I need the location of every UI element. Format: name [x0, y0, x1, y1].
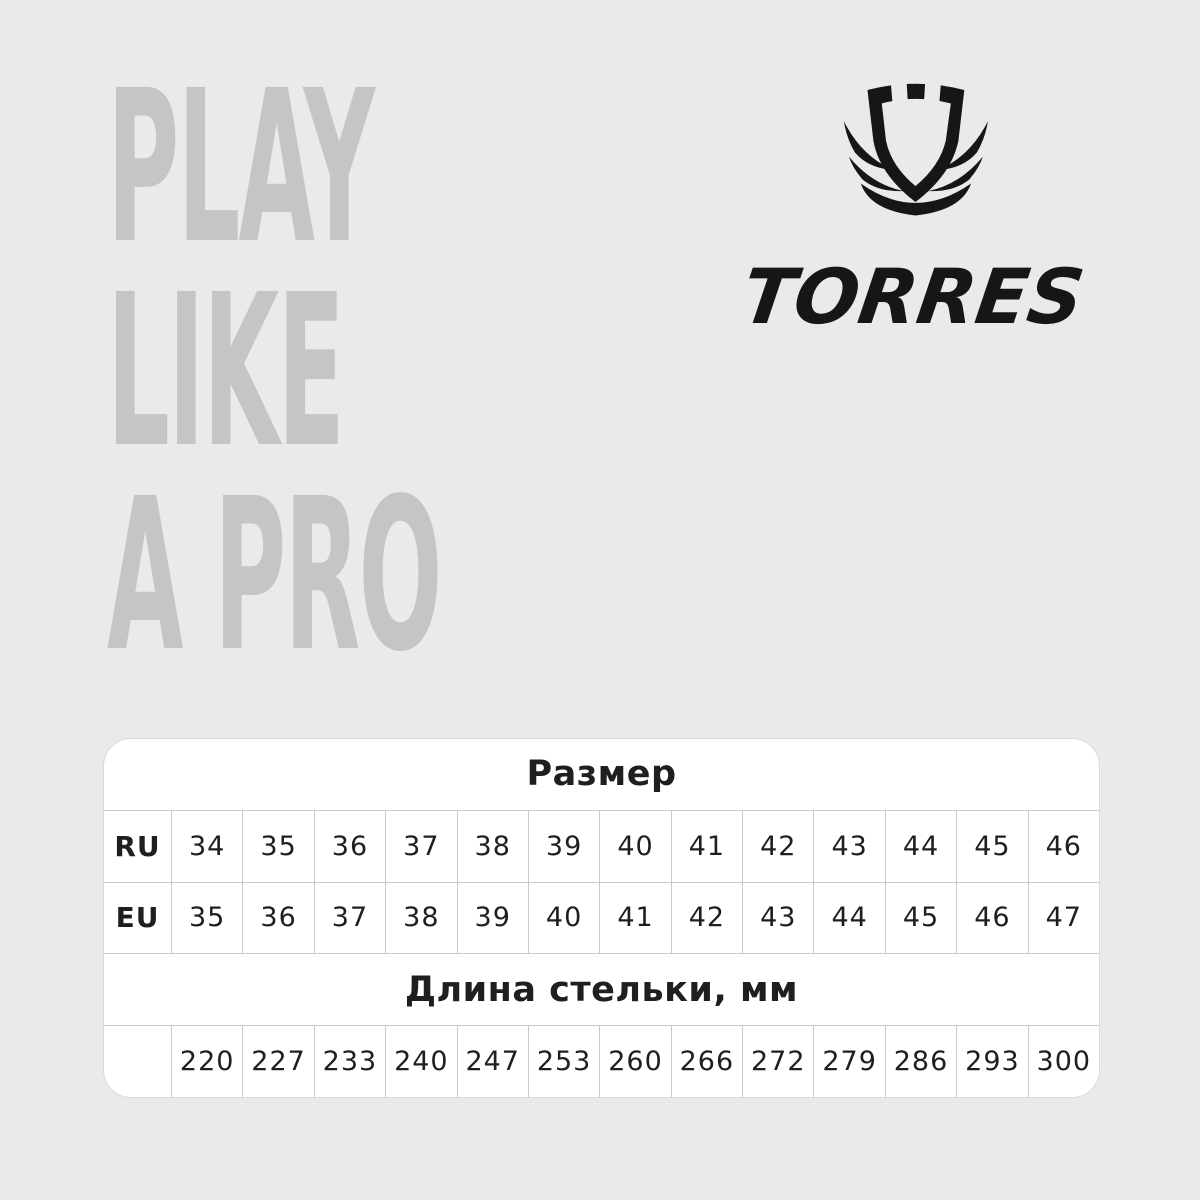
table-cell-insole: 220 — [171, 1026, 242, 1097]
table-cell-eu: 38 — [385, 882, 456, 954]
table-cell-insole: 247 — [456, 1026, 528, 1097]
table-cell-insole: 240 — [385, 1026, 456, 1097]
table-cell-eu: 37 — [313, 882, 385, 954]
table-cell-ru: 37 — [385, 810, 456, 882]
table-cell-eu: 44 — [813, 882, 884, 954]
table-cell-ru: 45 — [956, 810, 1027, 882]
table-cell-ru: 34 — [171, 810, 242, 882]
table-cell-ru: 38 — [456, 810, 528, 882]
table-cell-eu: 40 — [527, 882, 599, 954]
table-cell-ru: 39 — [527, 810, 599, 882]
table-cell-eu: 36 — [242, 882, 313, 954]
table-cell-insole: 233 — [313, 1026, 385, 1097]
tagline-line-3: A PRO — [107, 453, 442, 698]
brand-wordmark: TORRES — [736, 252, 1090, 341]
table-cell-ru: 42 — [742, 810, 813, 882]
table-cell-insole: 253 — [527, 1026, 599, 1097]
table-cell-eu: 41 — [599, 882, 670, 954]
table-cell-insole: 286 — [884, 1026, 956, 1097]
table-cell-insole: 300 — [1027, 1026, 1099, 1097]
table-row-eu: EU 35 36 37 38 39 40 41 42 43 44 45 46 4… — [104, 882, 1099, 955]
torres-shield-icon — [843, 74, 988, 216]
table-cell-ru: 40 — [599, 810, 670, 882]
table-cell-insole: 260 — [599, 1026, 670, 1097]
table-cell-ru: 35 — [242, 810, 313, 882]
row-label-eu: EU — [115, 901, 160, 935]
table-cell-ru: 46 — [1027, 810, 1099, 882]
table-cell-eu: 35 — [171, 882, 242, 954]
table-cell-eu: 39 — [456, 882, 528, 954]
row-label-ru: RU — [114, 829, 161, 863]
tagline-line-2: LIKE — [107, 249, 345, 494]
table-cell-ru: 41 — [670, 810, 742, 882]
table-cell-eu: 42 — [670, 882, 742, 954]
table-cell-eu: 46 — [956, 882, 1027, 954]
table-header-size: Размер — [104, 739, 1099, 811]
table-row-ru: RU 34 35 36 37 38 39 40 41 42 43 44 45 4… — [104, 810, 1099, 883]
tagline: PLAY LIKE A PRO — [107, 45, 442, 698]
table-cell-eu: 47 — [1027, 882, 1099, 954]
table-cell-insole: 266 — [670, 1026, 742, 1097]
table-cell-eu: 45 — [884, 882, 956, 954]
table-header-insole: Длина стельки, мм — [104, 954, 1099, 1027]
table-cell-insole: 272 — [742, 1026, 813, 1097]
tagline-line-1: PLAY — [107, 45, 375, 290]
table-cell-ru: 44 — [884, 810, 956, 882]
table-cell-insole: 227 — [242, 1026, 313, 1097]
table-row-insole: 220 227 233 240 247 253 260 266 272 279 … — [104, 1026, 1099, 1097]
table-cell-ru: 43 — [813, 810, 884, 882]
size-chart-card: Размер RU 34 35 36 37 38 39 40 41 42 43 … — [103, 738, 1100, 1098]
table-cell-ru: 36 — [313, 810, 385, 882]
row-label-empty — [104, 1026, 171, 1097]
table-cell-eu: 43 — [742, 882, 813, 954]
table-cell-insole: 293 — [956, 1026, 1027, 1097]
table-cell-insole: 279 — [813, 1026, 884, 1097]
